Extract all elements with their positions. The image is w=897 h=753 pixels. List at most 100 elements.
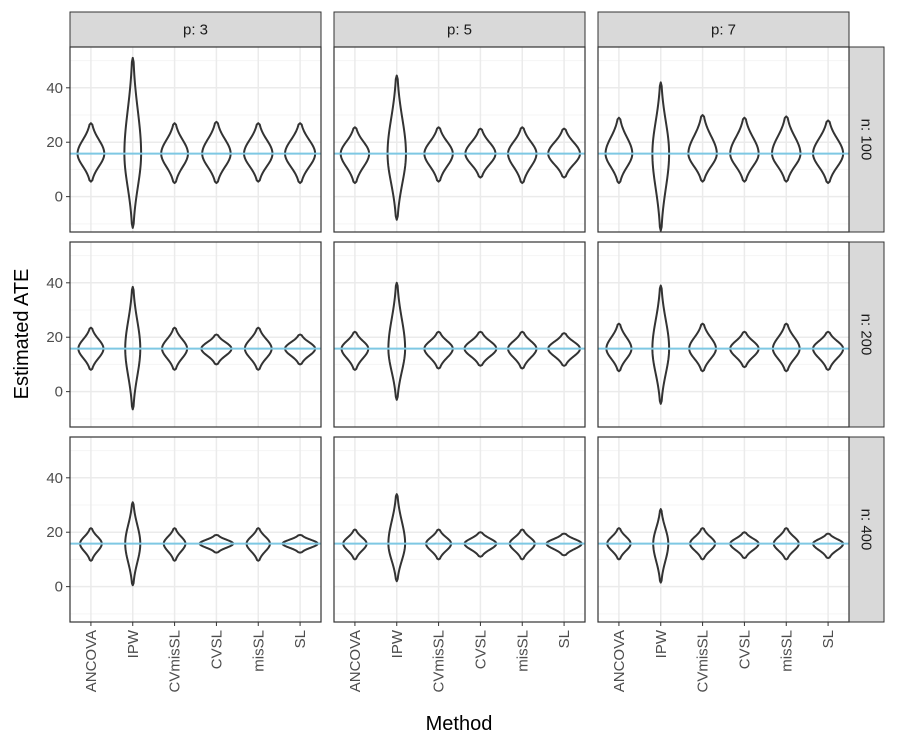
panel-border: [597, 436, 850, 623]
violin: [423, 330, 454, 370]
violin: [651, 284, 671, 405]
violin: [387, 493, 407, 583]
panel-border: [69, 241, 322, 428]
row-strip: n: 100: [848, 46, 885, 233]
violin: [160, 122, 189, 185]
violin: [688, 322, 717, 373]
panel-border: [69, 436, 322, 623]
y-tick-label: 40: [46, 470, 63, 487]
row-strip: n: 200: [848, 241, 885, 428]
violin: [604, 116, 634, 185]
violin: [200, 333, 233, 366]
y-tick-label: 40: [46, 80, 63, 97]
row-strip-background: [848, 241, 885, 428]
violin: [464, 127, 497, 179]
column-strip-background: [597, 11, 850, 48]
panel-background: [334, 47, 585, 232]
violin: [771, 322, 801, 373]
panel-border: [333, 241, 586, 428]
facet-panel: [597, 436, 850, 623]
row-strip-label: n: 400: [858, 509, 875, 551]
column-strip-background: [333, 11, 586, 48]
panel-background: [598, 47, 849, 232]
violin: [687, 114, 718, 183]
panel-border: [597, 241, 850, 428]
facet-panel: [69, 46, 322, 233]
violin: [201, 120, 232, 185]
column-strip: p: 5: [333, 11, 586, 48]
facet-panel: [333, 46, 586, 233]
x-tick-label: misSL: [778, 630, 795, 672]
violin: [76, 122, 106, 183]
y-tick-label: 0: [55, 384, 63, 401]
violin: [772, 527, 800, 561]
x-tick-label: IPW: [389, 629, 406, 658]
x-tick-label: CVmisSL: [431, 630, 448, 693]
facet-panel: [597, 46, 850, 233]
violin: [547, 127, 581, 179]
row-strip-label: n: 100: [858, 119, 875, 161]
y-tick-label: 40: [46, 275, 63, 292]
violin: [507, 126, 538, 185]
violin: [284, 333, 317, 366]
row-strip-label: n: 200: [858, 314, 875, 356]
column-strip-label: p: 3: [183, 22, 208, 39]
panel-background: [598, 437, 849, 622]
violin: [243, 326, 273, 371]
facet-panel: [69, 241, 322, 428]
y-tick-label: 20: [46, 134, 63, 151]
x-tick-label: CVSL: [472, 630, 489, 669]
violin: [342, 528, 368, 561]
violin: [339, 126, 371, 185]
x-axis-title: Method: [426, 713, 493, 735]
facet-panel: [333, 241, 586, 428]
x-tick-label: CVmisSL: [167, 630, 184, 693]
violin: [79, 527, 103, 562]
violin: [123, 56, 143, 229]
violin: [729, 116, 760, 183]
x-tick-label: ANCOVA: [347, 630, 364, 692]
x-tick-label: IPW: [653, 629, 670, 658]
violin: [463, 531, 498, 558]
x-tick-label: CVSL: [208, 630, 225, 669]
facet-panel: [597, 241, 850, 428]
panel-border: [69, 46, 322, 233]
panel-background: [70, 437, 321, 622]
violin: [281, 533, 319, 554]
x-tick-label: ANCOVA: [611, 630, 628, 692]
x-tick-label: SL: [556, 630, 573, 648]
x-tick-label: CVmisSL: [695, 630, 712, 693]
x-tick-label: CVSL: [736, 630, 753, 669]
violin: [198, 533, 235, 554]
panel-border: [333, 46, 586, 233]
violin: [812, 330, 845, 371]
column-strip-label: p: 5: [447, 22, 472, 39]
violin: [124, 285, 142, 411]
violin: [386, 74, 407, 221]
violin: [606, 527, 632, 561]
violin: [243, 122, 274, 183]
column-strip-label: p: 7: [711, 22, 736, 39]
y-tick-label: 20: [46, 524, 63, 541]
panel-background: [70, 242, 321, 427]
column-strip-background: [69, 11, 322, 48]
violin: [729, 330, 760, 369]
violin: [423, 126, 454, 183]
row-strip-background: [848, 46, 885, 233]
violin: [463, 330, 498, 367]
violin: [340, 330, 370, 371]
violin: [729, 531, 760, 560]
facet-panel: [333, 436, 586, 623]
violin: [284, 122, 317, 185]
x-tick-label: SL: [292, 630, 309, 648]
violin: [425, 528, 453, 561]
violin: [689, 527, 717, 561]
y-tick-label: 0: [55, 579, 63, 596]
violin: [387, 281, 407, 401]
facet-panel: [69, 436, 322, 623]
x-tick-label: misSL: [250, 630, 267, 672]
violin: [652, 508, 670, 584]
row-strip-background: [848, 436, 885, 623]
y-tick-label: 20: [46, 329, 63, 346]
